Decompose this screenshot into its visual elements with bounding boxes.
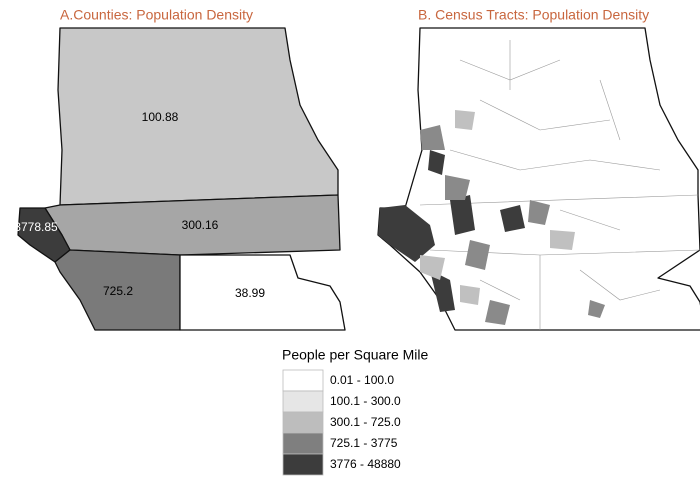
- county-label: 100.88: [142, 110, 179, 124]
- legend-swatch: [282, 453, 324, 476]
- county: [179, 254, 346, 331]
- panel-title: B. Census Tracts: Population Density: [418, 7, 649, 23]
- legend-swatch: [282, 390, 324, 413]
- dense-tracts: [378, 150, 525, 312]
- legend-swatch: [282, 432, 324, 455]
- tract-outline: [377, 27, 700, 331]
- county-label: 3778.85: [14, 220, 58, 234]
- panel-title: A.Counties: Population Density: [60, 7, 253, 23]
- tract-map: [377, 27, 700, 331]
- county-label: 300.16: [182, 218, 219, 232]
- county-label: 725.2: [103, 284, 133, 298]
- legend-label: 100.1 - 300.0: [330, 394, 401, 408]
- legend: People per Square Mile 0.01 - 100.0 100.1…: [282, 347, 429, 476]
- legend-label: 300.1 - 725.0: [330, 415, 401, 429]
- county-label: 38.99: [235, 286, 265, 300]
- legend-label: 3776 - 48880: [330, 457, 401, 471]
- legend-label: 725.1 - 3775: [330, 436, 398, 450]
- legend-title: People per Square Mile: [282, 347, 429, 363]
- mid-tracts: [420, 125, 605, 325]
- legend-label: 0.01 - 100.0: [330, 373, 394, 387]
- tract-lines: [419, 40, 700, 330]
- county-map: 100.88 300.16 3778.85 725.2 38.99: [14, 27, 346, 331]
- legend-swatch: [282, 369, 324, 392]
- low-tracts: [420, 110, 575, 305]
- legend-swatch: [282, 411, 324, 434]
- county: [57, 27, 339, 206]
